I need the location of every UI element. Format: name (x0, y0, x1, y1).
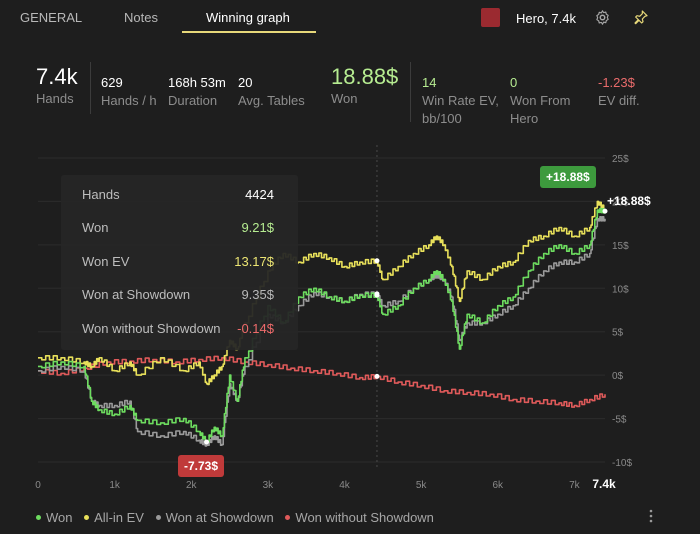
y-tick-label: 10$ (612, 284, 629, 295)
y-tick-label: -10$ (612, 458, 632, 469)
series-line-won-without-showdown (38, 355, 606, 408)
winning-graph-chart[interactable]: 25$ 20$ 15$ 10$ 5$ 0$ -5$ -10$ 0 1k 2k 3k 4k 5k 6k 7k 7… (0, 140, 700, 500)
legend-label: Won without Showdown (295, 510, 434, 525)
stat-divider (410, 62, 411, 122)
x-tick-label: 3k (263, 480, 275, 491)
stat-avg-tables: 20 Avg. Tables (238, 74, 305, 110)
tab-winning-graph[interactable]: Winning graph (206, 10, 290, 25)
x-tick-label: 2k (186, 480, 198, 491)
x-tick-label: 6k (492, 480, 504, 491)
series-line-won (38, 207, 606, 444)
x-tick-label: 0 (35, 480, 41, 491)
y-tick-label: 5$ (612, 328, 624, 339)
top-bar: GENERAL Notes Winning graph Hero, 7.4k (0, 0, 700, 34)
stat-won: 18.88$ Won (331, 64, 398, 108)
stat-hands-per-hour-value: 629 (101, 75, 123, 90)
hero-color-swatch[interactable] (481, 8, 500, 27)
stat-hands-per-hour: 629 Hands / h (101, 74, 157, 110)
stat-won-from-hero-value: 0 (510, 75, 518, 90)
y-tick-label: 25$ (612, 154, 629, 165)
y-tick-label: 15$ (612, 241, 629, 252)
stat-hands: 7.4k Hands (36, 64, 78, 108)
hero-label[interactable]: Hero, 7.4k (516, 11, 576, 26)
x-end-label: 7.4k (592, 477, 616, 491)
x-tick-label: 5k (416, 480, 428, 491)
stat-hands-per-hour-label: Hands / h (101, 93, 157, 108)
tab-general[interactable]: GENERAL (20, 10, 83, 25)
stat-win-rate-ev-label: Win Rate EV, (422, 93, 499, 108)
legend-dot (36, 515, 41, 521)
y-tick-label: -5$ (612, 415, 627, 426)
stat-win-rate-ev: 14 Win Rate EV, bb/100 (422, 74, 499, 128)
y-tick-label: 20$ (612, 197, 629, 208)
tooltip-key: Won without Showdown (82, 321, 221, 336)
hover-tooltip: Hands 4424 Won 9.21$ Won EV 13.17$ Won a… (61, 175, 298, 350)
tooltip-value: 4424 (245, 187, 274, 202)
legend-label: All-in EV (94, 510, 144, 525)
tooltip-row-hands: Hands 4424 (82, 187, 274, 205)
legend-item-won[interactable]: Won (36, 510, 73, 525)
cursor-point (374, 373, 380, 379)
chart-legend: Won All-in EV Won at Showdown Won withou… (36, 510, 442, 525)
legend-dot (155, 515, 161, 521)
series-line-all-in-ev (38, 200, 606, 386)
tab-notes[interactable]: Notes (124, 10, 158, 25)
tooltip-row-won-without-showdown: Won without Showdown -0.14$ (82, 321, 274, 339)
tooltip-key: Won EV (82, 254, 130, 269)
tooltip-row-won: Won 9.21$ (82, 220, 274, 238)
stat-win-rate-ev-value: 14 (422, 75, 437, 90)
legend-item-all-in-ev[interactable]: All-in EV (84, 510, 144, 525)
x-tick-label: 7k (569, 480, 581, 491)
stat-ev-diff-label: EV diff. (598, 93, 640, 108)
legend-item-won-at-showdown[interactable]: Won at Showdown (155, 510, 274, 525)
x-tick-label: 1k (109, 480, 121, 491)
tooltip-key: Hands (82, 187, 120, 202)
stat-hands-value: 7.4k (36, 64, 78, 89)
stat-avg-tables-value: 20 (238, 75, 253, 90)
stat-won-from-hero-label: Won From (510, 93, 571, 108)
tooltip-key: Won (82, 220, 109, 235)
active-tab-indicator (182, 31, 316, 33)
stat-won-label: Won (331, 91, 358, 106)
tooltip-key: Won at Showdown (82, 287, 191, 302)
stat-divider (90, 62, 91, 114)
legend-label: Won (46, 510, 73, 525)
stat-hands-label: Hands (36, 91, 74, 106)
y-tick-label: 0$ (612, 371, 624, 382)
stat-avg-tables-label: Avg. Tables (238, 93, 305, 108)
stat-win-rate-ev-unit: bb/100 (422, 111, 462, 126)
max-value-badge: +18.88$ (540, 166, 596, 188)
tooltip-value: 13.17$ (234, 254, 274, 269)
end-point (602, 208, 608, 214)
pin-icon[interactable] (633, 9, 649, 25)
x-tick-label: 4k (339, 480, 351, 491)
tooltip-value: 9.35$ (241, 287, 274, 302)
stat-won-from-hero: 0 Won From Hero (510, 74, 570, 128)
gear-icon[interactable] (594, 9, 611, 26)
stat-ev-diff: -1.23$ EV diff. (598, 74, 640, 110)
cursor-point (374, 292, 380, 298)
min-point (204, 439, 210, 445)
cursor-point (374, 258, 380, 264)
stat-duration: 168h 53m Duration (168, 74, 226, 110)
stat-duration-label: Duration (168, 93, 218, 108)
end-value-label: +18.88$ (607, 194, 651, 208)
legend-dot (285, 515, 291, 521)
stat-won-value: 18.88$ (331, 64, 399, 89)
legend-item-won-without-showdown[interactable]: Won without Showdown (285, 510, 434, 525)
tooltip-row-won-ev: Won EV 13.17$ (82, 254, 274, 272)
legend-dot (84, 515, 90, 521)
tooltip-value: -0.14$ (237, 321, 274, 336)
tooltip-value: 9.21$ (241, 220, 274, 235)
min-value-badge: -7.73$ (178, 455, 225, 477)
kebab-menu-icon[interactable] (648, 509, 654, 523)
legend-label: Won at Showdown (165, 510, 274, 525)
stat-duration-value: 168h 53m (168, 75, 226, 90)
tooltip-row-won-at-showdown: Won at Showdown 9.35$ (82, 287, 274, 305)
stat-won-from-hero-sub: Hero (510, 111, 539, 126)
stat-ev-diff-value: -1.23$ (598, 75, 635, 90)
